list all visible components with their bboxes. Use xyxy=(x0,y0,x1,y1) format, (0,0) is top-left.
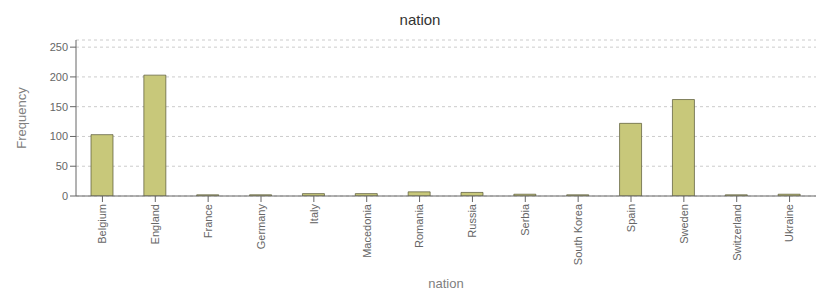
svg-text:Frequency: Frequency xyxy=(14,87,29,149)
svg-text:Sweden: Sweden xyxy=(678,204,690,244)
svg-text:100: 100 xyxy=(50,130,68,142)
svg-text:150: 150 xyxy=(50,101,68,113)
svg-text:200: 200 xyxy=(50,71,68,83)
svg-text:250: 250 xyxy=(50,41,68,53)
svg-text:Germany: Germany xyxy=(255,204,267,250)
html-text:nation: nation xyxy=(399,11,441,28)
svg-text:nation: nation xyxy=(428,276,463,291)
svg-text:Italy: Italy xyxy=(308,204,320,225)
svg-text:0: 0 xyxy=(62,190,68,202)
svg-text:South Korea: South Korea xyxy=(572,203,584,265)
svg-text:Belgium: Belgium xyxy=(96,204,108,244)
svg-text:Spain: Spain xyxy=(625,204,637,232)
svg-text:Macedonia: Macedonia xyxy=(361,203,373,258)
svg-text:Romania: Romania xyxy=(413,203,425,248)
svg-text:Ukraine: Ukraine xyxy=(783,204,795,242)
svg-text:50: 50 xyxy=(56,160,68,172)
svg-text:England: England xyxy=(149,204,161,244)
svg-text:Serbia: Serbia xyxy=(519,203,531,236)
svg-text:Russia: Russia xyxy=(466,203,478,238)
svg-text:Switzerland: Switzerland xyxy=(731,204,743,261)
svg-text:France: France xyxy=(202,204,214,238)
